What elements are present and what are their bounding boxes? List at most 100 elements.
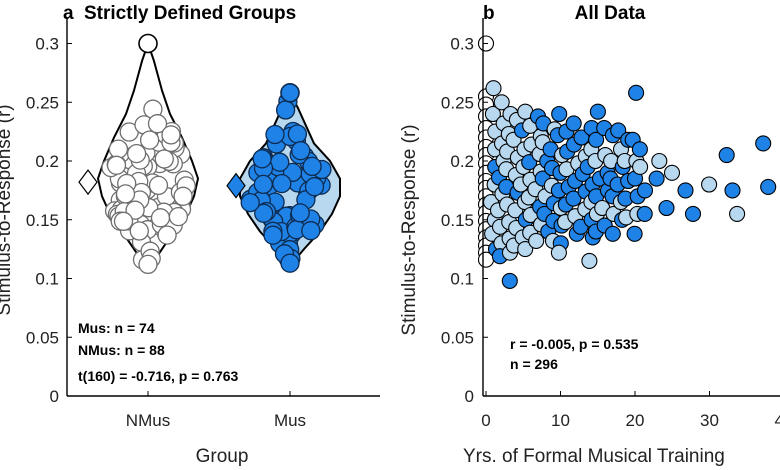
data-point-nmus-min bbox=[138, 254, 158, 275]
scatter-point bbox=[648, 170, 665, 187]
scatter-point bbox=[724, 182, 741, 199]
data-point-mus bbox=[272, 173, 292, 194]
scatter-point bbox=[626, 225, 643, 242]
scatter-point bbox=[528, 232, 545, 249]
data-point-mus bbox=[304, 177, 325, 197]
data-point-mus bbox=[290, 203, 310, 223]
data-point-nmus-max bbox=[138, 33, 158, 54]
scatter-point bbox=[501, 272, 518, 289]
panel-b-ylabel: Stimulus-to-Response (r) bbox=[399, 124, 420, 335]
scatter-point bbox=[651, 152, 668, 170]
scatter-point bbox=[551, 105, 568, 123]
data-point-nmus bbox=[139, 130, 160, 150]
scatter-point bbox=[550, 244, 567, 261]
data-point-mus bbox=[301, 221, 321, 241]
scatter-point bbox=[604, 225, 621, 242]
panel-a-xtick-label: Mus bbox=[274, 411, 306, 430]
scatter-point bbox=[718, 147, 735, 164]
panel-b-title: All Data bbox=[575, 3, 646, 24]
panel-b-ytick-label: 0.1 bbox=[450, 270, 474, 289]
data-point-nmus bbox=[115, 184, 136, 204]
group-means bbox=[78, 169, 246, 199]
panel-a-xtick-label: NMus bbox=[126, 411, 170, 430]
panel-a-ytick-label: 0.3 bbox=[35, 35, 59, 54]
data-point-nmus bbox=[106, 155, 127, 175]
panel-a-ytick-label: 0.2 bbox=[35, 152, 59, 171]
panel-a: a Strictly Defined Groups Stimulus-to-Re… bbox=[0, 3, 380, 467]
data-point-mus-min bbox=[280, 253, 300, 273]
data-point-nmus bbox=[157, 225, 177, 245]
panel-a-ytick-label: 0.25 bbox=[26, 93, 59, 112]
scatter-point bbox=[636, 182, 654, 199]
scatter-point bbox=[581, 252, 598, 269]
panel-a-ytick-label: 0.15 bbox=[26, 211, 59, 230]
data-point-mus bbox=[302, 156, 322, 177]
scatter-point bbox=[484, 105, 501, 123]
data-point-nmus bbox=[113, 211, 134, 231]
panel-b-ytick-label: 0.05 bbox=[441, 328, 474, 347]
panel-b-ytick-label: 0.25 bbox=[441, 93, 474, 112]
scatter-point bbox=[701, 176, 718, 193]
scatter-point bbox=[658, 199, 675, 217]
mean-diamond-nmus bbox=[78, 169, 98, 196]
scatter-point bbox=[684, 205, 702, 222]
group-points bbox=[101, 33, 332, 275]
data-point-mus bbox=[270, 152, 290, 172]
panel-b-ytick-label: 0 bbox=[465, 387, 474, 406]
panel-a-title: Strictly Defined Groups bbox=[84, 3, 296, 24]
scatter-point bbox=[760, 178, 777, 195]
data-point-nmus bbox=[173, 186, 193, 206]
panel-b-xtick-label: 10 bbox=[551, 411, 570, 430]
stat-ttest: t(160) = -0.716, p = 0.763 bbox=[78, 368, 239, 384]
panel-a-ytick-label: 0.05 bbox=[26, 328, 59, 347]
panel-b-xtick-label: 30 bbox=[700, 411, 719, 430]
data-point-nmus bbox=[150, 208, 171, 228]
data-point-nmus bbox=[161, 125, 181, 145]
panel-b-ytick-label: 0.3 bbox=[450, 35, 474, 54]
data-point-nmus bbox=[108, 139, 129, 159]
panel-b-ytick-label: 0.15 bbox=[441, 211, 474, 230]
data-point-mus bbox=[265, 124, 285, 145]
data-point-mus bbox=[253, 174, 273, 195]
scatter-point bbox=[631, 141, 648, 158]
panel-a-axes bbox=[66, 18, 380, 397]
scatter-point bbox=[755, 135, 772, 152]
panel-b-axes bbox=[482, 18, 780, 397]
scatter-point bbox=[565, 115, 582, 132]
data-point-mus bbox=[252, 149, 272, 169]
scatter-point bbox=[628, 84, 645, 101]
panel-a-ytick-label: 0.1 bbox=[35, 270, 59, 289]
panel-b-xtick-label: 40 bbox=[775, 411, 780, 430]
data-point-mus-max bbox=[280, 83, 300, 103]
scatter-point bbox=[663, 164, 681, 181]
data-point-nmus bbox=[126, 143, 147, 164]
scatter-point bbox=[493, 94, 510, 111]
scatter-point bbox=[589, 103, 606, 120]
data-point-mus bbox=[275, 100, 296, 120]
scatter-point bbox=[610, 122, 627, 139]
panel-b-xtick-label: 0 bbox=[481, 411, 490, 430]
data-point-nmus bbox=[168, 206, 189, 227]
panel-b-ticks: 0 0.05 0.1 0.15 0.2 0.25 0.3 0 10 20 30 40 bbox=[441, 35, 780, 431]
stat-nmus-n: NMus: n = 88 bbox=[78, 342, 165, 358]
scatter-point bbox=[636, 205, 653, 222]
panel-b: b All Data Stimulus-to-Response (r) Yrs.… bbox=[399, 3, 780, 467]
scatter-point bbox=[485, 80, 502, 97]
data-point-mus bbox=[263, 225, 283, 245]
panel-b-xtick-label: 20 bbox=[626, 411, 645, 430]
data-point-mus bbox=[287, 124, 308, 144]
panel-a-ticks: 0 0.05 0.1 0.15 0.2 0.25 0.3 NMus Mus bbox=[26, 35, 306, 431]
scatter-point bbox=[677, 182, 694, 199]
data-point-mus bbox=[254, 203, 274, 223]
stat-correlation: r = -0.005, p = 0.535 bbox=[510, 336, 639, 352]
data-point-nmus bbox=[129, 221, 149, 241]
panel-a-ytick-label: 0 bbox=[50, 387, 59, 406]
mean-diamond-mus bbox=[226, 172, 246, 199]
scatter-point bbox=[565, 190, 582, 207]
scatter-point bbox=[517, 241, 534, 258]
stat-total-n: n = 296 bbox=[510, 356, 558, 372]
panel-a-ylabel: Stimulus-to-Response (r) bbox=[0, 104, 15, 315]
panel-b-letter: b bbox=[483, 3, 495, 24]
panel-a-letter: a bbox=[63, 3, 74, 24]
